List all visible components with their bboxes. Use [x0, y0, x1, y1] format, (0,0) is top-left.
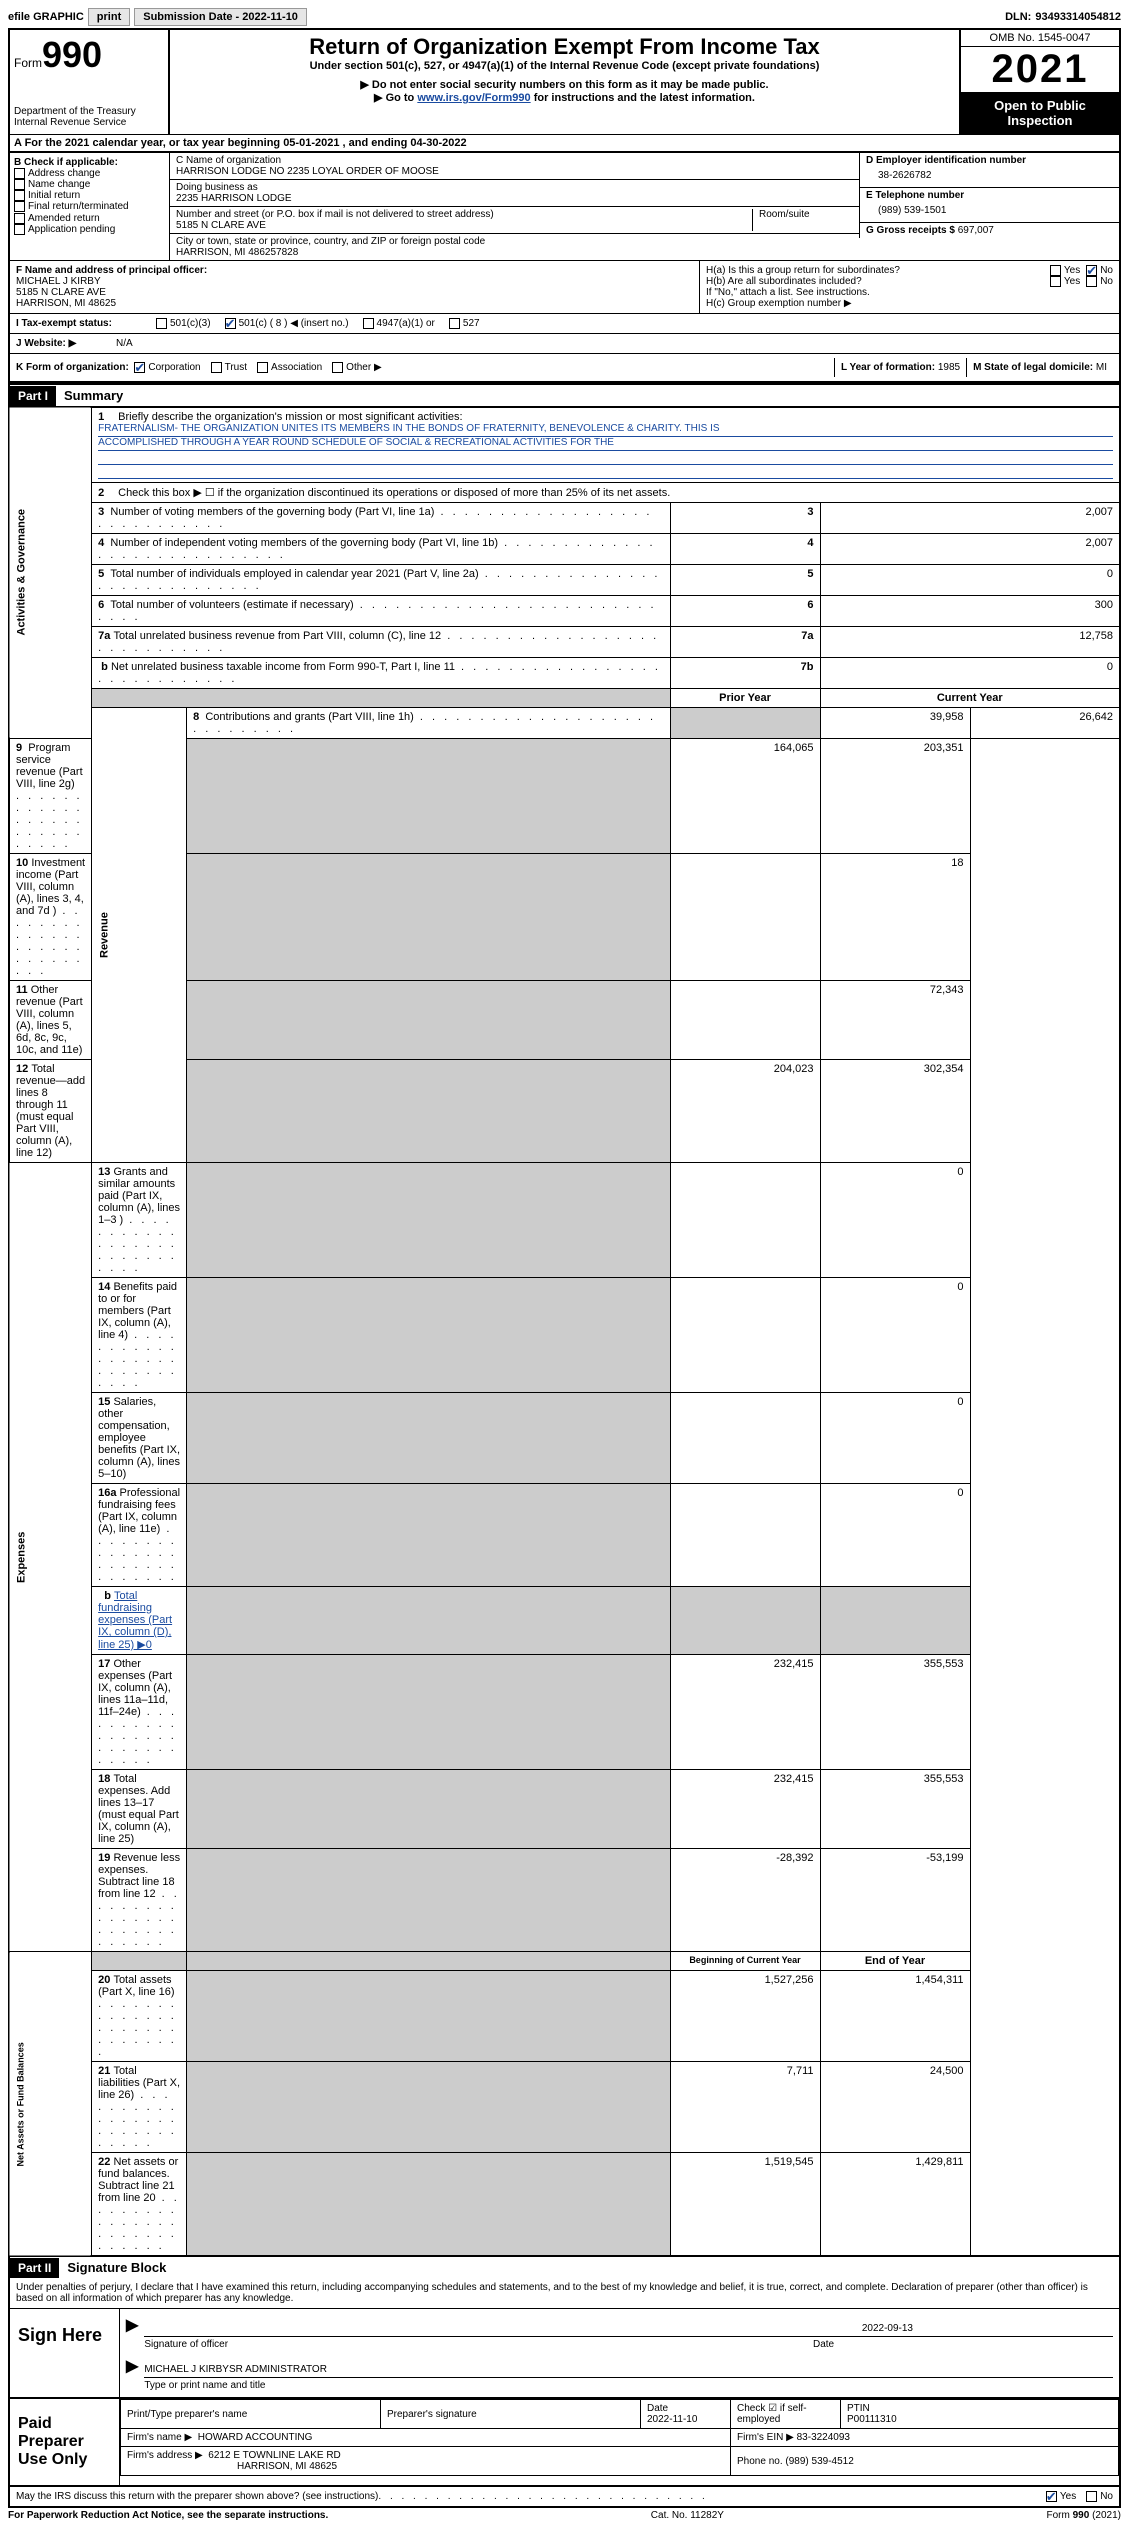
efile-label: efile GRAPHIC: [8, 11, 84, 23]
form-subtitle-1: Under section 501(c), 527, or 4947(a)(1)…: [174, 60, 955, 72]
submission-date: Submission Date - 2022-11-10: [134, 8, 307, 26]
form-subtitle-3: ▶ Go to www.irs.gov/Form990 for instruct…: [174, 91, 955, 104]
top-bar: efile GRAPHIC print Submission Date - 20…: [8, 8, 1121, 26]
box-c: C Name of organization HARRISON LODGE NO…: [170, 153, 859, 260]
irs-link[interactable]: www.irs.gov/Form990: [417, 92, 530, 104]
summary-table: Activities & Governance 1Briefly describ…: [8, 406, 1121, 2257]
form-header: Form990 Department of the Treasury Inter…: [8, 28, 1121, 134]
table-row: b Total fundraising expenses (Part IX, c…: [9, 1587, 1120, 1655]
paid-preparer-section: Paid Preparer Use Only Print/Type prepar…: [8, 2399, 1121, 2487]
penalty-statement: Under penalties of perjury, I declare th…: [8, 2278, 1121, 2309]
box-h: H(a) Is this a group return for subordin…: [699, 261, 1119, 313]
table-row: 6 Total number of volunteers (estimate i…: [9, 596, 1120, 627]
footer: For Paperwork Reduction Act Notice, see …: [8, 2508, 1121, 2523]
paperwork-notice: For Paperwork Reduction Act Notice, see …: [8, 2510, 328, 2521]
cat-no: Cat. No. 11282Y: [651, 2510, 724, 2521]
table-row: 14 Benefits paid to or for members (Part…: [9, 1278, 1120, 1393]
form-title: Return of Organization Exempt From Incom…: [174, 34, 955, 60]
form-ref: Form 990 (2021): [1047, 2510, 1121, 2521]
table-row: 20 Total assets (Part X, line 16)1,527,2…: [9, 1971, 1120, 2062]
table-row: 5 Total number of individuals employed i…: [9, 565, 1120, 596]
dln-label: DLN:: [1005, 11, 1031, 23]
arrow-icon: ▶: [126, 2315, 138, 2350]
vert-revenue: Revenue: [92, 708, 187, 1163]
open-inspection: Open to Public Inspection: [961, 92, 1119, 134]
table-row: 3 Number of voting members of the govern…: [9, 503, 1120, 534]
table-row: 21 Total liabilities (Part X, line 26)7,…: [9, 2062, 1120, 2153]
vert-activities: Activities & Governance: [9, 407, 92, 739]
box-b: B Check if applicable: Address change Na…: [10, 153, 170, 260]
form-subtitle-2: ▶ Do not enter social security numbers o…: [174, 78, 955, 91]
table-row: b Net unrelated business taxable income …: [9, 658, 1120, 689]
box-f: F Name and address of principal officer:…: [10, 261, 699, 313]
table-row: 15 Salaries, other compensation, employe…: [9, 1393, 1120, 1484]
table-row: 22 Net assets or fund balances. Subtract…: [9, 2153, 1120, 2257]
row-i-tax-status: I Tax-exempt status: 501(c)(3) 501(c) ( …: [8, 313, 1121, 333]
discuss-row: May the IRS discuss this return with the…: [8, 2487, 1121, 2508]
vert-expenses: Expenses: [9, 1163, 92, 1952]
omb-number: OMB No. 1545-0047: [961, 30, 1119, 47]
table-row: 19 Revenue less expenses. Subtract line …: [9, 1849, 1120, 1952]
dln-value: 93493314054812: [1035, 11, 1121, 23]
table-row: 18 Total expenses. Add lines 13–17 (must…: [9, 1770, 1120, 1849]
row-a-tax-year: A For the 2021 calendar year, or tax yea…: [8, 134, 1121, 151]
section-bcdeg: B Check if applicable: Address change Na…: [8, 151, 1121, 260]
paid-preparer-label: Paid Preparer Use Only: [10, 2399, 120, 2485]
table-row: 17 Other expenses (Part IX, column (A), …: [9, 1655, 1120, 1770]
vert-net-assets: Net Assets or Fund Balances: [9, 1952, 92, 2257]
print-button[interactable]: print: [88, 8, 130, 26]
table-row: 16a Professional fundraising fees (Part …: [9, 1484, 1120, 1587]
box-deg: D Employer identification number 38-2626…: [859, 153, 1119, 260]
tax-year: 2021: [961, 47, 1119, 92]
part-2-header: Part II Signature Block: [8, 2257, 1121, 2278]
dept-treasury: Department of the Treasury: [14, 106, 164, 117]
irs-label: Internal Revenue Service: [14, 117, 164, 128]
sign-here-section: Sign Here ▶ 2022-09-13 Signature of offi…: [8, 2309, 1121, 2399]
table-row: 4 Number of independent voting members o…: [9, 534, 1120, 565]
section-fh: F Name and address of principal officer:…: [8, 260, 1121, 313]
sign-here-label: Sign Here: [10, 2309, 120, 2397]
form-number: Form990: [14, 34, 164, 76]
row-j-website: J Website: ▶ N/A: [8, 333, 1121, 353]
arrow-icon: ▶: [126, 2356, 138, 2391]
row-klm: K Form of organization: Corporation Trus…: [8, 353, 1121, 383]
part-1-header: Part I Summary: [8, 383, 1121, 406]
table-row: 7a Total unrelated business revenue from…: [9, 627, 1120, 658]
